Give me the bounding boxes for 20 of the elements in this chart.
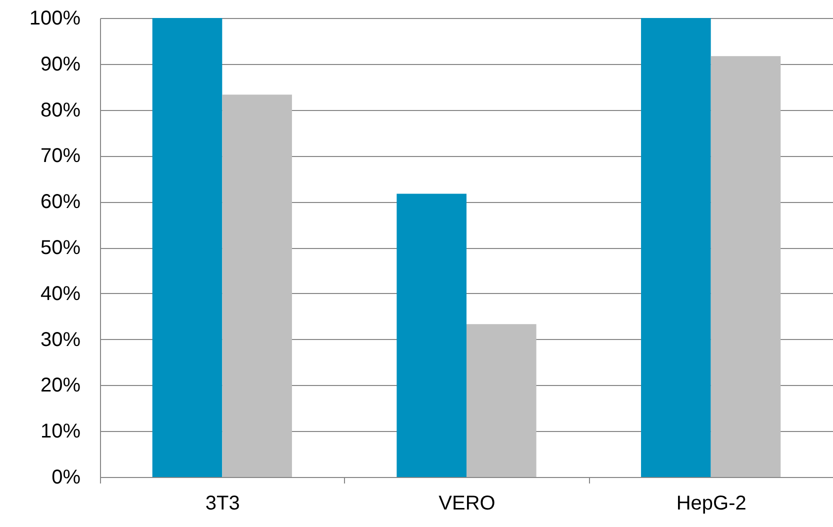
x-tick-label: 3T3 — [205, 492, 240, 514]
y-tick-label: 100% — [29, 8, 81, 30]
bar — [222, 94, 292, 477]
y-tick-label: 50% — [40, 237, 81, 259]
y-tick-label: 60% — [40, 191, 81, 214]
y-tick-label: 30% — [40, 328, 81, 351]
bar — [710, 56, 781, 477]
x-tick-label: VERO — [438, 492, 496, 514]
y-tick-label: 10% — [40, 420, 81, 443]
y-tick-label: 0% — [52, 466, 81, 488]
bar — [152, 18, 222, 477]
bar — [641, 18, 711, 477]
bar — [466, 324, 536, 477]
y-tick-label: 70% — [40, 145, 81, 168]
y-tick-label: 80% — [40, 99, 81, 122]
y-tick-label: 90% — [40, 53, 81, 76]
y-tick-label: 20% — [40, 374, 81, 397]
bar — [396, 194, 466, 477]
y-tick-label: 40% — [40, 282, 81, 305]
x-tick-label: HepG-2 — [676, 492, 746, 514]
